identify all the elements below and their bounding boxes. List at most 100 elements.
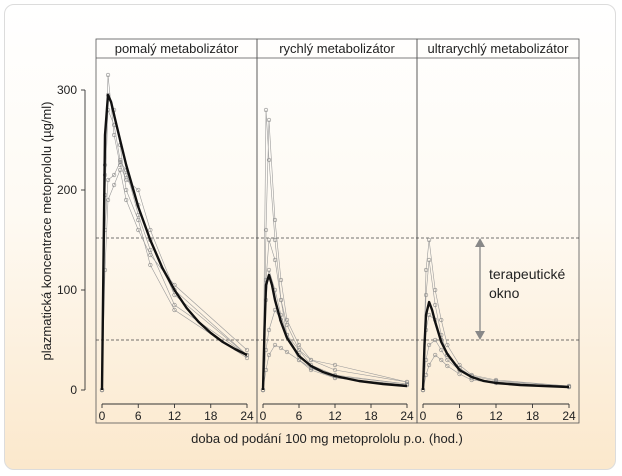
data-point-1-4-5 <box>284 349 290 355</box>
pk-chart: pomalý metabolizátor rychlý metabolizátor… <box>39 38 580 446</box>
x-tick-label-1-6: 6 <box>296 409 303 423</box>
data-point-0-3-4 <box>118 167 123 173</box>
data-point-0-0-7 <box>148 227 153 233</box>
data-point-0-2-4 <box>118 159 123 165</box>
x-tick-label-0-18: 18 <box>204 409 218 423</box>
x-tick-label-1-12: 12 <box>328 409 342 423</box>
data-point-1-1-5 <box>284 317 290 323</box>
panel-title-1: rychlý metabolizátor <box>279 41 395 56</box>
individual-curve-0-2 <box>101 161 248 391</box>
x-tick-label-2-0: 0 <box>420 409 427 423</box>
data-point-1-4-4 <box>278 345 284 351</box>
data-point-0-0-6 <box>136 187 141 193</box>
individual-curve-0-3 <box>101 168 248 391</box>
individual-curve-2-0 <box>422 239 570 391</box>
data-point-1-2-2 <box>266 237 272 243</box>
data-point-1-0-1 <box>263 107 269 113</box>
individual-curve-2-2 <box>422 314 570 391</box>
figure-frame: pomalý metabolizátor rychlý metabolizátor… <box>4 4 616 470</box>
individual-curve-1-1 <box>262 119 408 391</box>
data-point-0-3-3 <box>111 182 117 188</box>
therapeutic-window-label-0: terapeutické <box>489 266 565 282</box>
data-point-1-1-6 <box>296 342 302 348</box>
therapeutic-window-label-1: okno <box>489 285 520 301</box>
data-point-0-4-8 <box>172 307 177 313</box>
panel-title-2: ultrarychlý metabolizátor <box>428 41 570 56</box>
data-point-0-4-7 <box>148 262 153 268</box>
x-tick-label-1-24: 24 <box>400 409 414 423</box>
data-point-1-5-6 <box>296 347 302 353</box>
data-point-2-4-5 <box>445 363 450 369</box>
data-point-2-0-2 <box>426 237 432 243</box>
data-point-0-4-6 <box>136 217 141 223</box>
data-point-1-5-2 <box>266 267 272 273</box>
data-point-1-5-7 <box>308 357 314 363</box>
data-point-2-3-3 <box>433 337 438 343</box>
data-point-2-0-4 <box>439 317 444 323</box>
data-point-0-3-6 <box>136 227 141 233</box>
data-point-2-3-5 <box>445 357 450 363</box>
data-point-0-3-7 <box>148 252 153 258</box>
x-tick-label-2-18: 18 <box>526 409 540 423</box>
data-point-1-4-3 <box>272 342 278 348</box>
x-tick-label-2-24: 24 <box>562 409 576 423</box>
data-point-1-1-1 <box>263 227 269 233</box>
mean-curve-1 <box>261 273 408 391</box>
x-tick-label-0-6: 6 <box>135 409 142 423</box>
data-point-1-4-6 <box>296 357 302 363</box>
therapeutic-arrow-head-up <box>475 238 485 247</box>
data-point-1-5-9 <box>404 379 410 385</box>
y-tick-label-0: 0 <box>70 383 77 397</box>
panel-frame-0 <box>95 38 258 424</box>
data-point-1-1-2 <box>266 117 272 123</box>
x-tick-label-0-24: 24 <box>240 409 254 423</box>
individual-curve-1-0 <box>262 109 408 391</box>
data-point-1-1-4 <box>278 277 284 283</box>
y-axis-label: plazmatická koncentrace metoprololu (µg/… <box>39 102 54 361</box>
data-point-0-2-3 <box>111 172 117 178</box>
x-axis-label: doba od podání 100 mg metoprololu p.o. (… <box>191 431 463 446</box>
individual-curve-1-5 <box>262 269 408 391</box>
panel-title-0: pomalý metabolizátor <box>115 41 239 56</box>
data-point-1-2-5 <box>284 322 290 328</box>
data-point-2-2-2 <box>426 312 432 318</box>
data-point-2-4-2 <box>426 362 432 368</box>
x-tick-label-1-0: 0 <box>260 409 267 423</box>
data-point-2-3-4 <box>439 347 444 353</box>
x-tick-label-1-18: 18 <box>364 409 378 423</box>
panel-frame-2 <box>416 38 580 424</box>
data-point-2-4-4 <box>439 357 444 363</box>
data-point-2-0-6 <box>457 362 462 368</box>
data-point-2-4-6 <box>457 371 462 377</box>
data-point-2-1-1 <box>423 292 429 298</box>
data-point-0-4-9 <box>244 355 250 361</box>
data-point-1-0-2 <box>266 157 272 163</box>
data-point-0-0-2 <box>105 72 111 78</box>
data-point-2-0-1 <box>423 267 429 273</box>
data-point-2-1-2 <box>426 257 432 263</box>
data-point-1-1-8 <box>332 367 338 373</box>
data-point-0-1-8 <box>172 292 177 298</box>
x-tick-label-2-12: 12 <box>489 409 503 423</box>
data-point-0-3-2 <box>105 197 111 203</box>
data-point-0-3-9 <box>244 347 250 353</box>
data-point-1-3-2 <box>266 327 272 333</box>
data-point-2-1-3 <box>433 302 438 308</box>
x-tick-label-0-0: 0 <box>99 409 106 423</box>
data-point-0-2-8 <box>172 302 177 308</box>
data-point-1-2-4 <box>278 297 284 303</box>
data-point-2-4-3 <box>433 352 438 358</box>
data-point-0-3-5 <box>124 197 129 203</box>
individual-curve-1-2 <box>262 239 408 391</box>
data-point-1-2-3 <box>272 257 278 263</box>
data-point-2-3-2 <box>426 342 432 348</box>
data-point-1-1-3 <box>272 217 278 223</box>
y-tick-label-100: 100 <box>57 283 77 297</box>
mean-curve-0 <box>100 93 248 391</box>
y-tick-label-200: 200 <box>57 183 77 197</box>
y-tick-label-300: 300 <box>57 83 77 97</box>
therapeutic-arrow-head-down <box>475 331 485 340</box>
individual-curve-0-4 <box>101 94 248 391</box>
x-tick-label-2-6: 6 <box>456 409 463 423</box>
data-point-0-2-2 <box>105 177 111 183</box>
